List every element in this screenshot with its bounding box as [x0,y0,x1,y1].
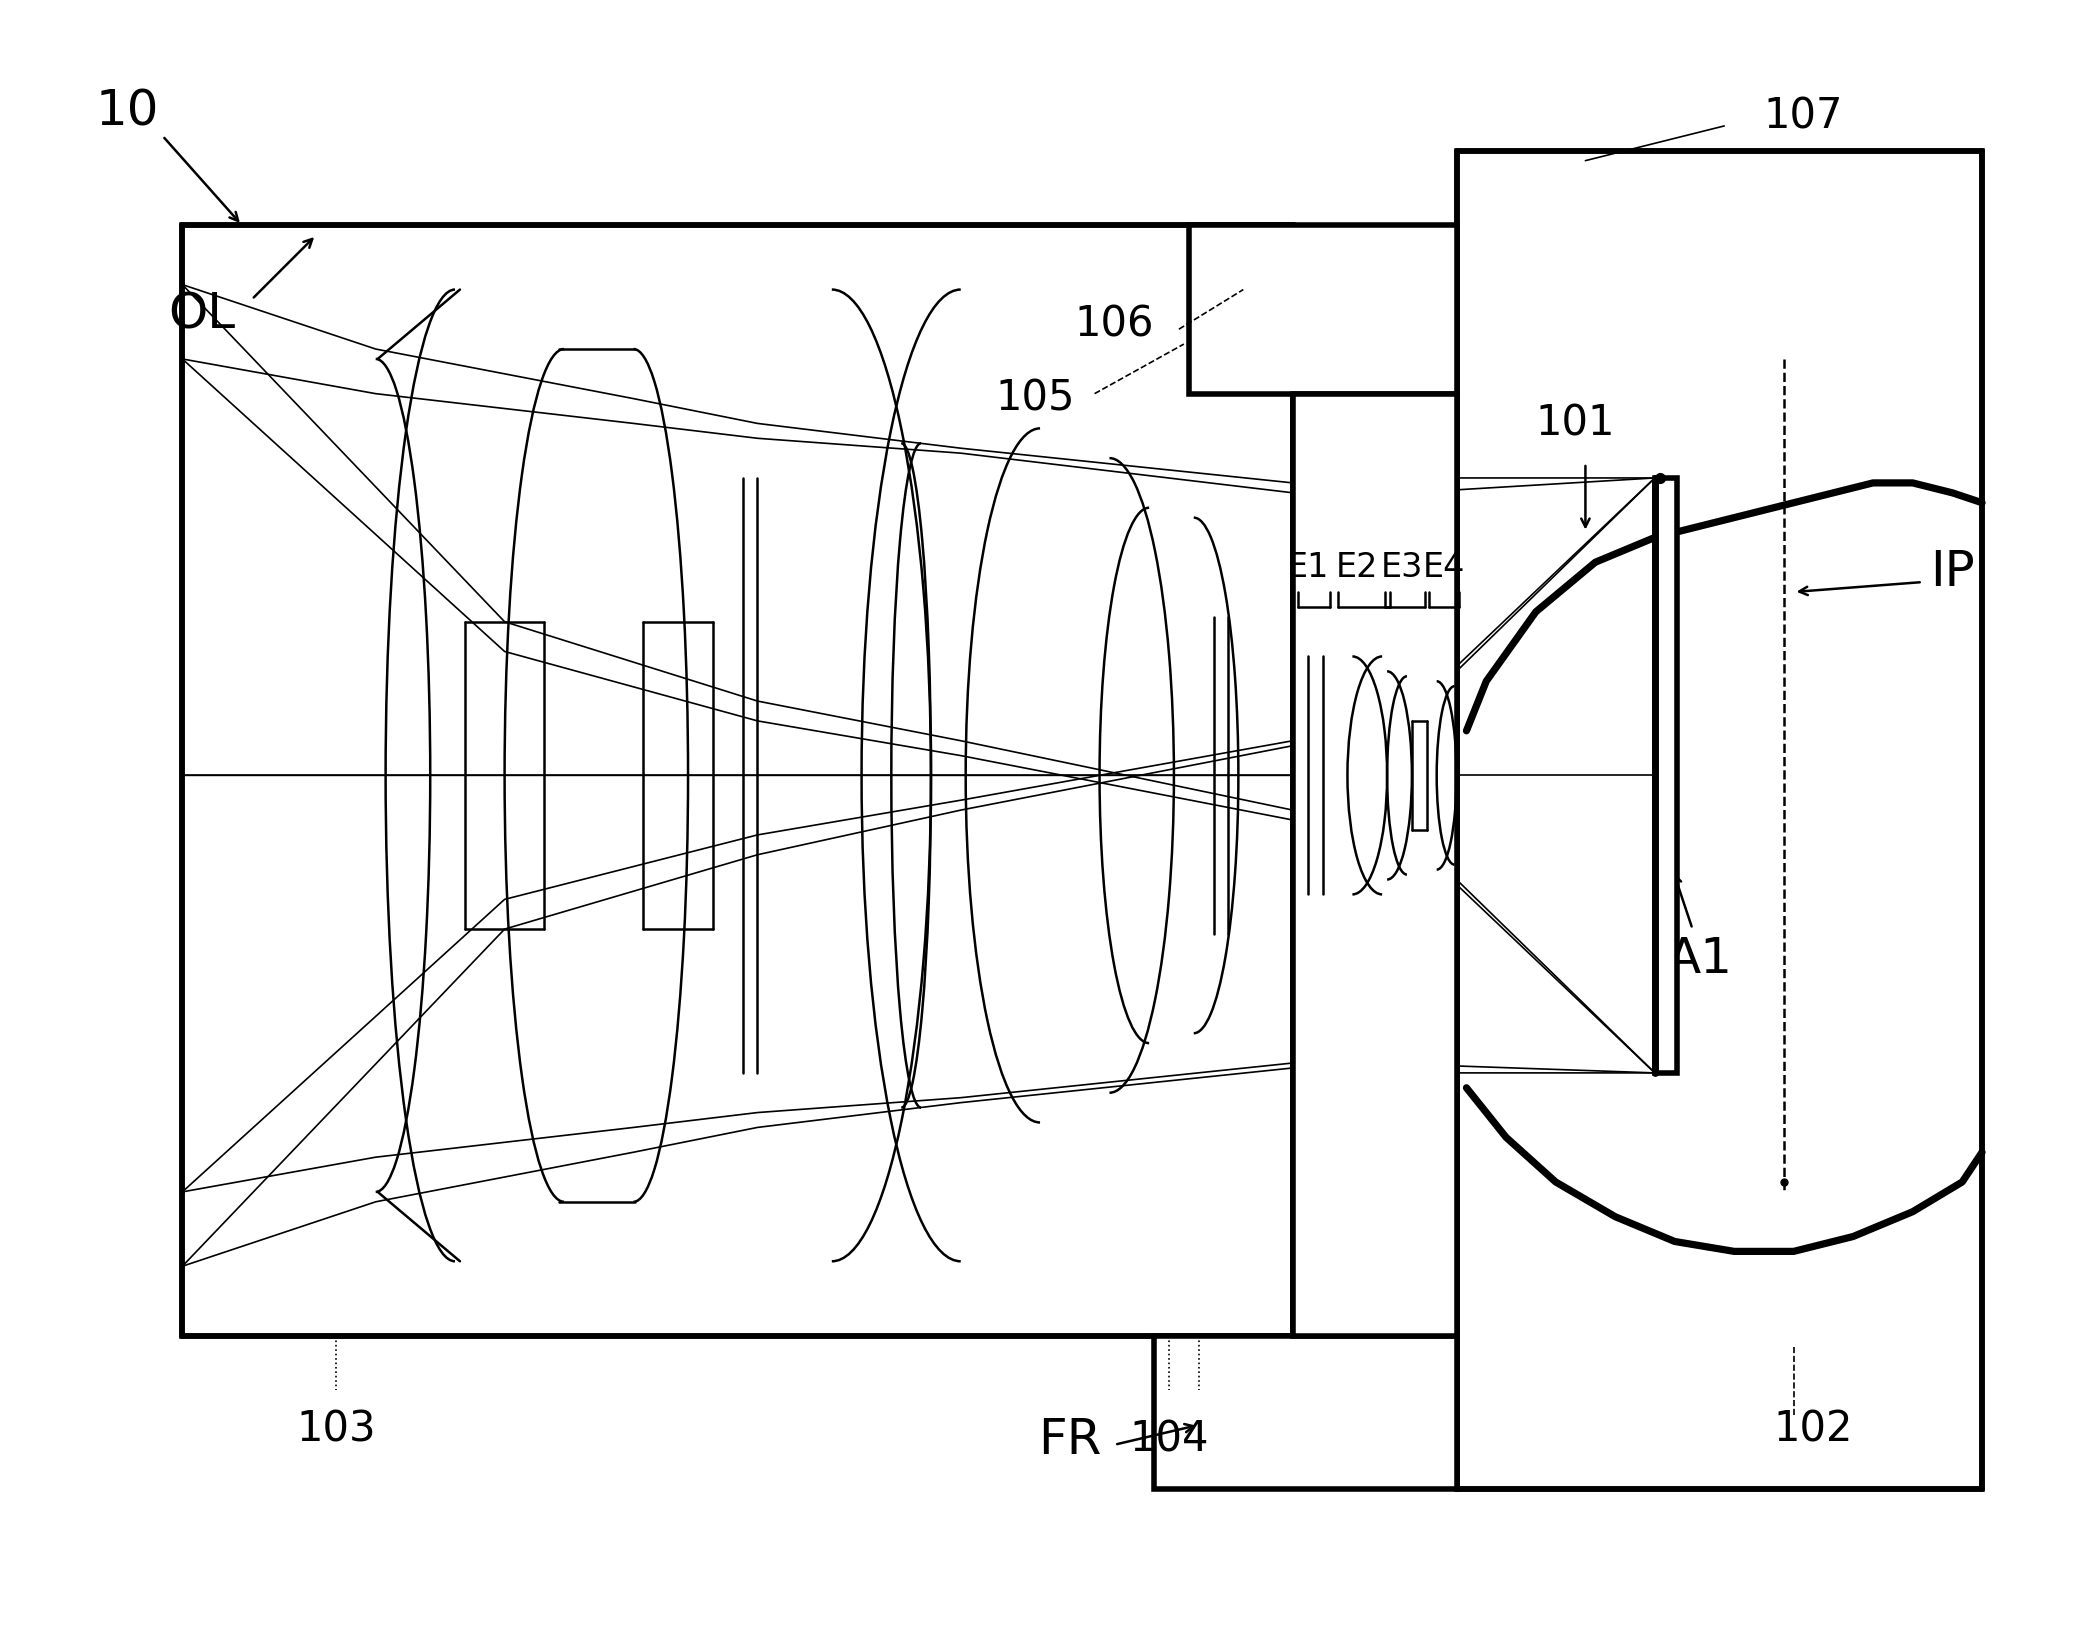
Bar [1153,1335,1457,1490]
Bar [1656,478,1676,1072]
Text: A1: A1 [1666,936,1733,983]
Bar [1293,394,1457,1335]
Text: IP: IP [1930,548,1974,596]
Text: 107: 107 [1764,96,1844,137]
Bar [182,224,1293,1335]
Text: E3: E3 [1381,551,1423,584]
Text: 103: 103 [297,1409,377,1450]
Text: 105: 105 [996,378,1076,419]
Text: 101: 101 [1536,403,1616,444]
Text: OL: OL [170,290,237,338]
Text: 104: 104 [1130,1419,1210,1460]
Text: 10: 10 [96,87,159,135]
Text: FR: FR [1038,1416,1101,1464]
Text: E4: E4 [1423,551,1465,584]
Bar [1189,224,1457,394]
Text: E2: E2 [1335,551,1379,584]
Text: 106: 106 [1074,304,1153,345]
Bar [1457,150,1982,1490]
Text: E1: E1 [1287,551,1329,584]
Text: 102: 102 [1773,1409,1852,1450]
